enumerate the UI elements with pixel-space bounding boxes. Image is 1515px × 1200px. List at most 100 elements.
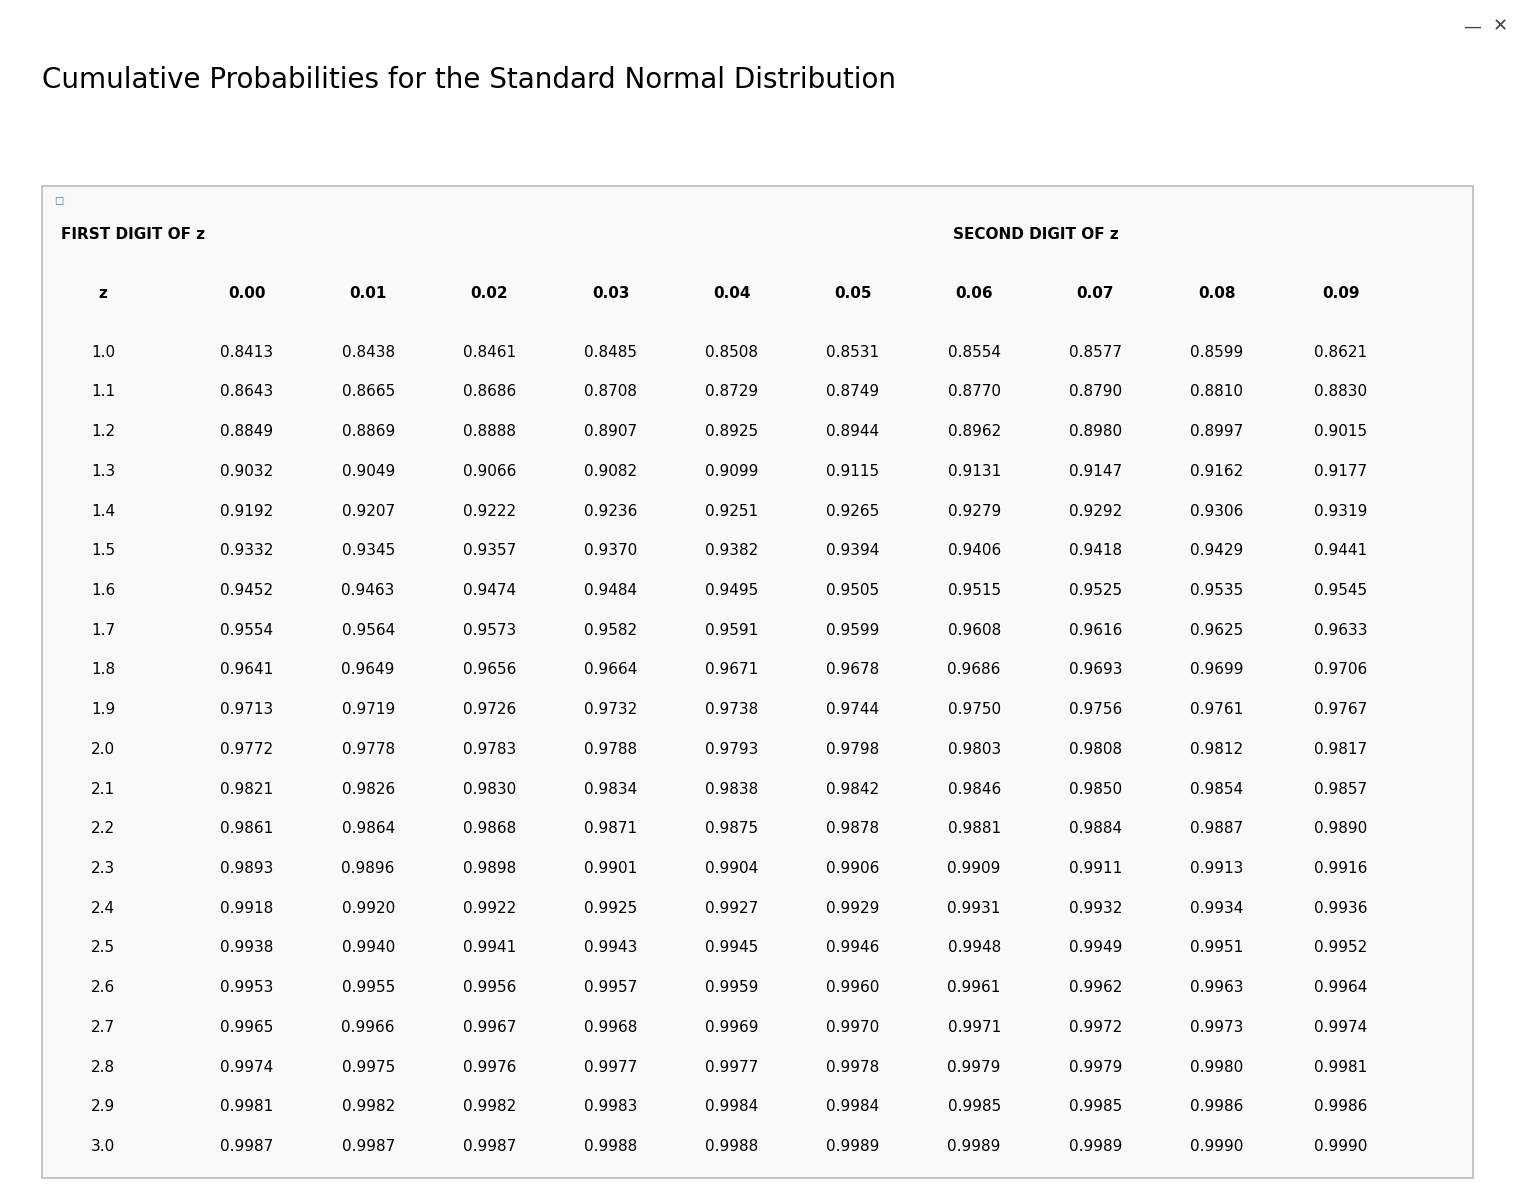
Text: 0.8461: 0.8461 <box>462 344 517 360</box>
Text: 0.9980: 0.9980 <box>1189 1060 1244 1075</box>
Text: 0.9394: 0.9394 <box>826 544 880 558</box>
Text: 1.6: 1.6 <box>91 583 115 598</box>
Text: 0.9982: 0.9982 <box>462 1099 517 1115</box>
FancyBboxPatch shape <box>42 186 1473 1178</box>
Text: 0.9896: 0.9896 <box>341 862 395 876</box>
Text: 0.9974: 0.9974 <box>1314 1020 1368 1034</box>
Text: 0.9713: 0.9713 <box>220 702 274 718</box>
Text: 0.9984: 0.9984 <box>826 1099 880 1115</box>
Text: z: z <box>98 287 108 301</box>
Text: 0.9525: 0.9525 <box>1068 583 1123 598</box>
Text: 0.9893: 0.9893 <box>220 862 274 876</box>
Text: FIRST DIGIT OF z: FIRST DIGIT OF z <box>61 227 205 241</box>
Text: 0.9319: 0.9319 <box>1314 504 1368 518</box>
Text: 0.9875: 0.9875 <box>704 821 759 836</box>
Text: 0.9066: 0.9066 <box>462 464 517 479</box>
Text: 0.9756: 0.9756 <box>1068 702 1123 718</box>
Text: 0.9951: 0.9951 <box>1189 941 1244 955</box>
Text: 0.9793: 0.9793 <box>704 742 759 757</box>
Text: 0.9871: 0.9871 <box>583 821 638 836</box>
Text: 0.9418: 0.9418 <box>1068 544 1123 558</box>
Text: 0.8708: 0.8708 <box>585 384 636 400</box>
Text: 0.9441: 0.9441 <box>1314 544 1368 558</box>
Text: 0.9345: 0.9345 <box>341 544 395 558</box>
Text: 0.9726: 0.9726 <box>462 702 517 718</box>
Text: 0.9279: 0.9279 <box>947 504 1001 518</box>
Text: 0.9834: 0.9834 <box>583 781 638 797</box>
Text: 0.9922: 0.9922 <box>462 901 517 916</box>
Text: 0.9979: 0.9979 <box>947 1060 1001 1075</box>
Text: 0.9986: 0.9986 <box>1314 1099 1368 1115</box>
Text: 0.9474: 0.9474 <box>462 583 517 598</box>
Text: 0.9927: 0.9927 <box>704 901 759 916</box>
Text: 0.9881: 0.9881 <box>947 821 1001 836</box>
Text: 0.8531: 0.8531 <box>826 344 880 360</box>
Text: 0.9887: 0.9887 <box>1189 821 1244 836</box>
Text: 0.9545: 0.9545 <box>1314 583 1368 598</box>
Text: 0.9884: 0.9884 <box>1068 821 1123 836</box>
Text: 0.8980: 0.8980 <box>1068 424 1123 439</box>
Text: 0.9898: 0.9898 <box>462 862 517 876</box>
Text: 0.8729: 0.8729 <box>704 384 759 400</box>
Text: 0.9929: 0.9929 <box>826 901 880 916</box>
Text: 0.9236: 0.9236 <box>583 504 638 518</box>
Text: 0.9984: 0.9984 <box>704 1099 759 1115</box>
Text: 0.8508: 0.8508 <box>706 344 758 360</box>
Text: 0.9382: 0.9382 <box>704 544 759 558</box>
Text: 0.9788: 0.9788 <box>583 742 638 757</box>
Text: 0.9977: 0.9977 <box>704 1060 759 1075</box>
Text: 0.9979: 0.9979 <box>1068 1060 1123 1075</box>
Text: 0.8810: 0.8810 <box>1191 384 1242 400</box>
Text: 0.9693: 0.9693 <box>1068 662 1123 678</box>
Text: 0.9985: 0.9985 <box>1068 1099 1123 1115</box>
Text: 0.9699: 0.9699 <box>1189 662 1244 678</box>
Text: 0.9671: 0.9671 <box>704 662 759 678</box>
Text: 0.9115: 0.9115 <box>826 464 880 479</box>
Text: 1.3: 1.3 <box>91 464 115 479</box>
Text: 0.9177: 0.9177 <box>1314 464 1368 479</box>
Text: 0.9505: 0.9505 <box>826 583 880 598</box>
Text: 0.9974: 0.9974 <box>220 1060 274 1075</box>
Text: 0.9817: 0.9817 <box>1314 742 1368 757</box>
Text: 0.9987: 0.9987 <box>462 1139 517 1154</box>
Text: 0.9918: 0.9918 <box>220 901 274 916</box>
Text: 0.9732: 0.9732 <box>583 702 638 718</box>
Text: 0.9826: 0.9826 <box>341 781 395 797</box>
Text: 0.9850: 0.9850 <box>1068 781 1123 797</box>
Text: 2.4: 2.4 <box>91 901 115 916</box>
Text: 0.9332: 0.9332 <box>220 544 274 558</box>
Text: 0.9938: 0.9938 <box>220 941 274 955</box>
Text: 0.9162: 0.9162 <box>1189 464 1244 479</box>
Text: 2.2: 2.2 <box>91 821 115 836</box>
Text: 0.9989: 0.9989 <box>1068 1139 1123 1154</box>
Text: 0.9821: 0.9821 <box>220 781 274 797</box>
Text: 0.9963: 0.9963 <box>1189 980 1244 995</box>
Text: 0.9803: 0.9803 <box>947 742 1001 757</box>
Text: 0.08: 0.08 <box>1198 287 1235 301</box>
Text: 0.8925: 0.8925 <box>704 424 759 439</box>
Text: 0.9959: 0.9959 <box>704 980 759 995</box>
Text: 1.9: 1.9 <box>91 702 115 718</box>
Text: 0.9989: 0.9989 <box>826 1139 880 1154</box>
Text: 2.6: 2.6 <box>91 980 115 995</box>
Text: 0.9032: 0.9032 <box>220 464 274 479</box>
Text: 0.9956: 0.9956 <box>462 980 517 995</box>
Text: 0.9664: 0.9664 <box>583 662 638 678</box>
Text: 0.9616: 0.9616 <box>1068 623 1123 637</box>
Text: 0.9972: 0.9972 <box>1068 1020 1123 1034</box>
Text: 0.9306: 0.9306 <box>1189 504 1244 518</box>
Text: 0.9830: 0.9830 <box>462 781 517 797</box>
Text: 0.9808: 0.9808 <box>1068 742 1123 757</box>
Text: 0.9049: 0.9049 <box>341 464 395 479</box>
Text: 0.9854: 0.9854 <box>1189 781 1244 797</box>
Text: 2.5: 2.5 <box>91 941 115 955</box>
Text: 2.0: 2.0 <box>91 742 115 757</box>
Text: 0.9983: 0.9983 <box>583 1099 638 1115</box>
Text: 0.9864: 0.9864 <box>341 821 395 836</box>
Text: 0.9990: 0.9990 <box>1189 1139 1244 1154</box>
Text: 0.9772: 0.9772 <box>220 742 274 757</box>
Text: 0.9977: 0.9977 <box>583 1060 638 1075</box>
Text: 0.05: 0.05 <box>835 287 871 301</box>
Text: 0.9943: 0.9943 <box>583 941 638 955</box>
Text: 0.9357: 0.9357 <box>462 544 517 558</box>
